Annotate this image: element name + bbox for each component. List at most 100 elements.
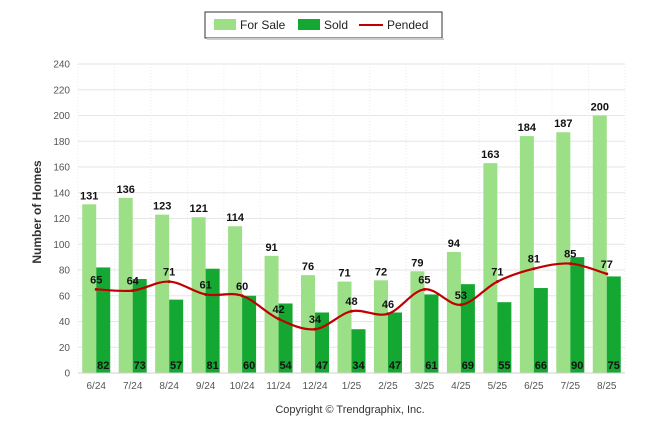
pended-point-12/24: [313, 327, 317, 331]
label-for-sale-12/24: 76: [302, 261, 314, 273]
label-pended-7/24: 64: [127, 276, 140, 288]
label-sold-12/24: 47: [316, 360, 328, 372]
label-sold-4/25: 69: [462, 360, 474, 372]
label-pended-2/25: 46: [382, 299, 394, 311]
pended-point-6/24: [94, 287, 98, 291]
label-sold-7/25: 90: [571, 360, 583, 372]
label-pended-6/24: 65: [90, 274, 102, 286]
pended-point-7/25: [568, 262, 572, 266]
pended-line-group: [94, 262, 609, 331]
x-tick-label-7/25: 7/25: [561, 381, 581, 392]
bar-for-sale-6/24: [82, 204, 97, 373]
y-tick-label-240: 240: [53, 60, 70, 71]
label-pended-12/24: 34: [309, 314, 322, 326]
copyright-text: Copyright © Trendgraphix, Inc.: [275, 404, 424, 416]
bar-for-sale-4/25: [446, 251, 461, 373]
x-tick-label-6/25: 6/25: [524, 381, 544, 392]
legend-label-pended[interactable]: Pended: [387, 18, 428, 32]
bar-sold-8/25: [606, 276, 621, 373]
pended-point-7/24: [131, 289, 135, 293]
label-sold-6/25: 66: [535, 360, 547, 372]
x-tick-label-11/24: 11/24: [266, 381, 291, 392]
label-pended-8/24: 71: [163, 267, 175, 279]
label-for-sale-6/24: 131: [80, 190, 98, 202]
y-tick-label-120: 120: [53, 214, 70, 225]
bars: [82, 115, 621, 373]
bar-for-sale-8/24: [155, 214, 170, 373]
label-for-sale-8/25: 200: [591, 102, 609, 114]
bar-sold-7/24: [132, 279, 147, 373]
bar-for-sale-2/25: [373, 280, 388, 373]
y-tick-label-40: 40: [59, 317, 71, 328]
bar-for-sale-7/25: [556, 132, 571, 373]
x-tick-label-3/25: 3/25: [415, 381, 435, 392]
bar-for-sale-12/24: [301, 275, 316, 373]
bar-sold-6/25: [533, 288, 548, 373]
x-tick-label-5/25: 5/25: [488, 381, 508, 392]
y-tick-label-160: 160: [53, 163, 70, 174]
bar-for-sale-5/25: [483, 163, 498, 373]
label-for-sale-6/25: 184: [518, 122, 537, 134]
label-for-sale-5/25: 163: [481, 149, 499, 161]
label-sold-11/24: 54: [279, 360, 292, 372]
label-pended-6/25: 81: [528, 254, 540, 266]
label-for-sale-7/24: 136: [117, 184, 135, 196]
pended-point-9/24: [204, 292, 208, 296]
label-sold-10/24: 60: [243, 360, 255, 372]
y-tick-label-0: 0: [64, 369, 70, 380]
bar-sold-7/25: [570, 257, 585, 373]
bar-for-sale-9/24: [191, 217, 206, 373]
legend-shadow: [207, 38, 444, 40]
label-sold-9/24: 81: [207, 360, 219, 372]
y-tick-label-20: 20: [59, 343, 71, 354]
x-tick-label-4/25: 4/25: [451, 381, 471, 392]
y-tick-label-100: 100: [53, 240, 70, 251]
x-tick-label-9/24: 9/24: [196, 381, 216, 392]
label-pended-4/25: 53: [455, 290, 467, 302]
label-pended-10/24: 60: [236, 281, 248, 293]
bar-for-sale-1/25: [337, 281, 352, 373]
label-for-sale-10/24: 114: [226, 212, 245, 224]
legend[interactable]: For Sale Sold Pended: [204, 11, 444, 40]
label-pended-5/25: 71: [491, 267, 503, 279]
y-axis-title: Number of Homes: [30, 160, 44, 264]
pended-point-6/25: [532, 267, 536, 271]
label-for-sale-9/24: 121: [189, 203, 207, 215]
label-sold-7/24: 73: [134, 360, 146, 372]
label-for-sale-8/24: 123: [153, 201, 171, 213]
x-tick-label-1/25: 1/25: [342, 381, 362, 392]
label-for-sale-7/25: 187: [554, 118, 572, 130]
label-for-sale-11/24: 91: [265, 242, 277, 254]
legend-swatch-for-sale: [214, 19, 236, 30]
y-tick-label-60: 60: [59, 291, 71, 302]
bar-sold-1/25: [351, 329, 366, 373]
label-sold-6/24: 82: [97, 360, 109, 372]
bar-sold-2/25: [387, 312, 402, 373]
pended-point-1/25: [350, 309, 353, 313]
pended-point-4/25: [459, 303, 463, 307]
pended-point-8/25: [605, 272, 609, 276]
bar-for-sale-3/25: [410, 271, 425, 373]
data-labels: 131 82 136 73 123 57 121 81 114 60 91 54 76 47 71 34 72 4…: [80, 102, 620, 373]
pended-point-5/25: [495, 280, 499, 284]
label-sold-8/25: 75: [608, 360, 620, 372]
label-sold-8/24: 57: [170, 360, 182, 372]
legend-label-sold[interactable]: Sold: [324, 18, 348, 32]
label-sold-2/25: 47: [389, 360, 401, 372]
bar-sold-3/25: [424, 294, 439, 373]
axes: 0 20 40 60 80 100 120 140 160 180 200 220 240 6/24 7/2…: [53, 60, 625, 392]
x-tick-label-10/24: 10/24: [230, 381, 255, 392]
x-tick-label-8/25: 8/25: [597, 381, 617, 392]
bar-sold-6/24: [96, 267, 111, 373]
legend-box: [204, 11, 443, 39]
bar-sold-4/25: [460, 284, 475, 373]
label-sold-5/25: 55: [498, 360, 510, 372]
x-tick-label-8/24: 8/24: [159, 381, 179, 392]
legend-label-for-sale[interactable]: For Sale: [240, 18, 286, 32]
x-tick-label-12/24: 12/24: [303, 381, 328, 392]
bar-sold-10/24: [242, 295, 257, 373]
label-pended-11/24: 42: [272, 304, 284, 316]
pended-point-11/24: [277, 317, 281, 321]
